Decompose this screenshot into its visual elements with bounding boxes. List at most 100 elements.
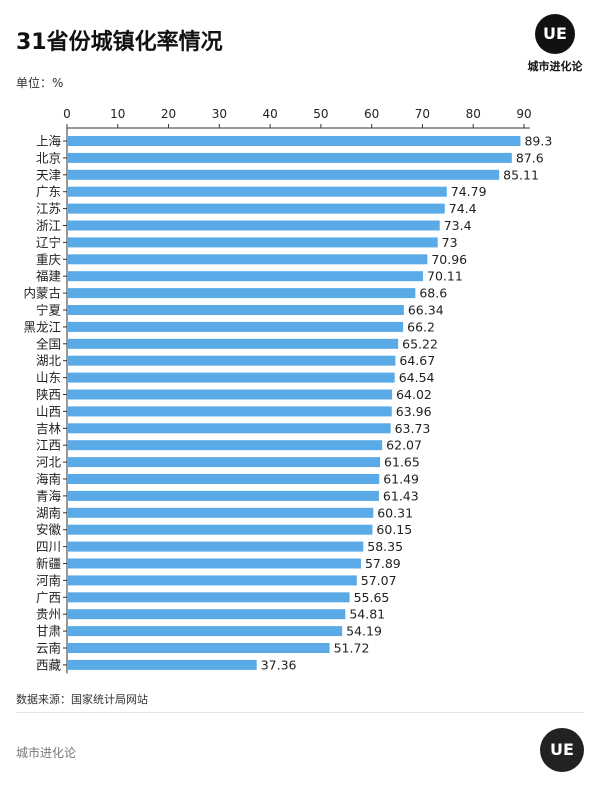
x-tick-label: 90 [516, 107, 531, 121]
value-label: 74.4 [449, 201, 477, 216]
category-label: 江西 [36, 438, 61, 453]
category-label: 内蒙古 [23, 286, 61, 301]
value-label: 61.65 [384, 455, 420, 470]
value-label: 85.11 [503, 167, 539, 182]
value-label: 62.07 [386, 438, 422, 453]
value-labels: 89.387.6 85.11 74.79 74.4 73.4 73 70.96 70.11 68… [261, 134, 553, 673]
category-label: 福建 [36, 269, 62, 284]
category-label: 河南 [36, 573, 61, 588]
bar [68, 643, 330, 653]
page-title: 31省份城镇化率情况 [16, 30, 223, 55]
bar [68, 558, 361, 569]
value-label: 74.79 [451, 184, 487, 199]
bar [68, 626, 343, 637]
value-label: 60.15 [376, 522, 412, 537]
category-label: 湖南 [36, 505, 61, 520]
value-label: 63.73 [395, 421, 431, 436]
category-label: 云南 [36, 641, 61, 656]
value-label: 87.6 [516, 150, 544, 165]
category-label: 山东 [36, 370, 61, 385]
y-axis: 上海北京天津广东江苏浙江辽宁重庆福建内蒙古宁夏黑龙江全国湖北山东陕西山西吉林江西… [23, 128, 68, 674]
bar [68, 220, 440, 231]
value-label: 61.49 [383, 472, 419, 487]
category-label: 黑龙江 [23, 319, 61, 334]
value-label: 58.35 [367, 539, 403, 554]
value-label: 60.31 [377, 505, 413, 520]
footer-logo-icon: UE [540, 728, 584, 772]
x-tick-label: 10 [110, 107, 125, 121]
bars [68, 136, 521, 670]
category-label: 湖北 [36, 353, 62, 368]
value-label: 57.89 [365, 556, 401, 571]
value-label: 68.6 [419, 286, 447, 301]
category-label: 广西 [36, 590, 61, 605]
footer-brand: 城市进化论 [16, 746, 77, 760]
bar [68, 254, 428, 265]
category-label: 北京 [36, 150, 61, 165]
x-axis: 0 10 20 30 40 50 60 70 80 90 [63, 107, 532, 129]
bar [68, 507, 374, 518]
value-label: 66.34 [408, 303, 444, 318]
category-label: 河北 [36, 455, 62, 470]
value-label: 51.72 [334, 641, 370, 656]
bar [68, 389, 393, 400]
category-label: 辽宁 [36, 235, 61, 250]
x-tick-label: 20 [161, 107, 176, 121]
x-tick-label: 30 [212, 107, 227, 121]
category-label: 山西 [36, 404, 61, 419]
value-label: 73 [442, 235, 458, 250]
category-label: 甘肃 [36, 624, 61, 639]
brand-logo: UE 城市进化论 [524, 14, 586, 74]
x-tick-label: 40 [262, 107, 277, 121]
bar [68, 490, 379, 501]
category-label: 全国 [36, 336, 61, 351]
category-label: 宁夏 [36, 303, 62, 318]
bar [68, 575, 357, 586]
unit-label: 单位：% [16, 76, 64, 90]
category-label: 江苏 [36, 201, 61, 216]
bar [68, 152, 512, 163]
bar [68, 321, 404, 332]
category-label: 四川 [36, 539, 61, 554]
value-label: 89.3 [524, 134, 552, 149]
value-label: 54.81 [349, 607, 385, 622]
category-label: 青海 [36, 488, 62, 503]
bar [68, 305, 404, 315]
category-label: 上海 [36, 134, 62, 149]
value-label: 61.43 [383, 488, 419, 503]
bar [68, 457, 381, 468]
value-label: 37.36 [261, 657, 297, 672]
bar [68, 406, 392, 417]
bar [68, 338, 399, 349]
bar [68, 169, 500, 180]
data-source: 数据来源：国家统计局网站 [16, 693, 148, 706]
x-tick-label: 0 [63, 107, 71, 121]
x-tick-label: 80 [466, 107, 481, 121]
bar [68, 271, 424, 282]
value-label: 70.11 [427, 269, 463, 284]
category-label: 西藏 [36, 657, 62, 672]
value-label: 64.02 [396, 387, 432, 402]
category-label: 吉林 [36, 421, 62, 436]
bar [68, 440, 383, 451]
value-label: 55.65 [354, 590, 390, 605]
category-label: 重庆 [36, 252, 62, 267]
value-label: 57.07 [361, 573, 397, 588]
bar [68, 609, 346, 620]
bar [68, 372, 395, 383]
x-tick-label: 50 [313, 107, 328, 121]
x-tick-label: 60 [364, 107, 379, 121]
ue-logo-icon: UE [535, 14, 575, 54]
bar [68, 592, 350, 603]
category-label: 浙江 [36, 218, 61, 233]
bar [68, 474, 380, 484]
value-label: 64.67 [399, 353, 435, 368]
category-label: 广东 [36, 184, 61, 199]
bar [68, 524, 373, 535]
value-label: 66.2 [407, 319, 435, 334]
category-label: 新疆 [36, 556, 61, 571]
value-label: 63.96 [396, 404, 432, 419]
value-label: 64.54 [399, 370, 435, 385]
value-label: 73.4 [444, 218, 472, 233]
bar [68, 237, 438, 248]
